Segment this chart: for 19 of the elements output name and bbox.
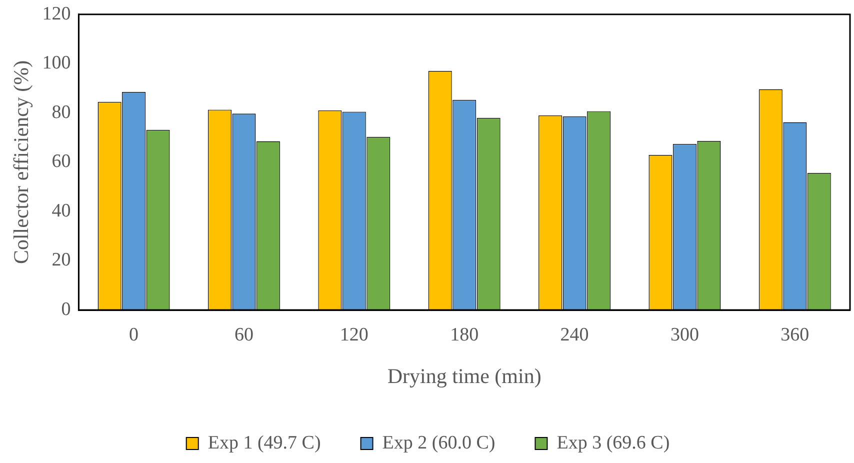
legend-label: Exp 1 (49.7 C) — [208, 432, 321, 454]
x-tick-label: 60 — [234, 324, 254, 346]
y-tick-label: 60 — [52, 151, 71, 172]
x-tick-label: 240 — [560, 324, 589, 346]
y-tick-label: 0 — [61, 298, 71, 320]
y-tick-label: 100 — [42, 52, 71, 74]
legend-label: Exp 3 (69.6 C) — [556, 432, 670, 454]
x-axis-title: Drying time (min) — [387, 364, 542, 388]
x-tick-label: 120 — [340, 324, 368, 346]
x-tick-label: 360 — [780, 324, 810, 346]
x-tick-label: 300 — [670, 324, 699, 346]
y-tick-label: 20 — [52, 250, 71, 271]
y-tick-label: 40 — [52, 200, 71, 222]
y-tick-label: 80 — [52, 102, 71, 123]
x-tick-label: 180 — [450, 324, 479, 346]
legend-label: Exp 2 (60.0 C) — [382, 432, 496, 454]
y-axis-title: Collector efficiency (%) — [9, 60, 34, 264]
x-tick-label: 0 — [129, 324, 139, 346]
y-tick-label: 120 — [42, 3, 71, 24]
